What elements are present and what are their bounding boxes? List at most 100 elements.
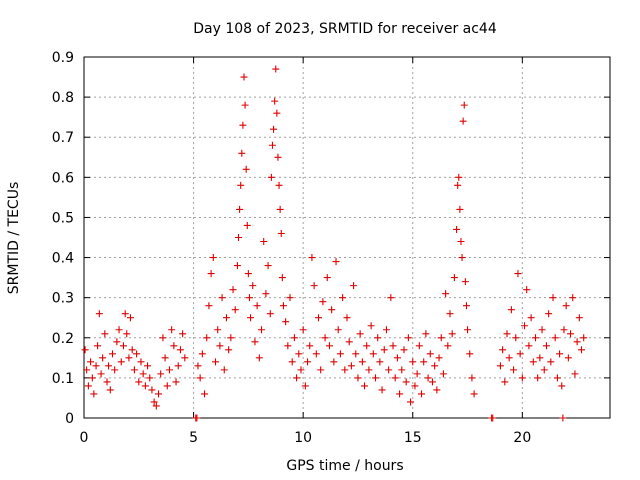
data-point <box>462 302 470 310</box>
data-point <box>358 358 366 366</box>
data-point <box>538 326 546 334</box>
data-point <box>466 350 474 358</box>
data-point <box>332 258 340 266</box>
x-tick-label: 20 <box>513 430 531 446</box>
data-point <box>99 354 107 362</box>
data-point <box>212 358 219 366</box>
data-point <box>354 374 362 382</box>
data-point <box>270 125 278 133</box>
data-point <box>321 334 329 342</box>
x-tick-label: 5 <box>189 430 198 446</box>
data-point <box>343 314 351 322</box>
data-point <box>391 374 399 382</box>
data-point <box>262 290 270 298</box>
data-point <box>367 322 375 330</box>
data-point <box>529 358 537 366</box>
data-point <box>312 350 320 358</box>
data-point <box>569 294 577 302</box>
data-point <box>426 350 434 358</box>
data-point <box>108 350 116 358</box>
data-point <box>407 398 415 406</box>
data-point <box>205 302 213 310</box>
data-point <box>505 354 513 362</box>
data-point <box>453 225 461 233</box>
data-point <box>553 374 561 382</box>
data-point <box>525 342 533 350</box>
data-point <box>264 262 272 270</box>
data-point <box>446 310 454 318</box>
data-point <box>198 350 206 358</box>
data-point <box>556 350 564 358</box>
data-point <box>400 346 408 354</box>
data-point <box>267 173 275 181</box>
data-point <box>83 366 91 374</box>
data-point <box>459 117 467 125</box>
data-point <box>499 346 507 354</box>
data-point <box>521 322 529 330</box>
data-point <box>284 342 292 350</box>
data-point <box>315 314 323 322</box>
data-point <box>564 354 572 362</box>
data-point <box>448 330 456 338</box>
data-point <box>411 382 419 390</box>
data-point <box>536 354 544 362</box>
data-point <box>216 342 224 350</box>
grid-lines <box>84 57 610 418</box>
data-point <box>363 342 371 350</box>
data-point <box>174 362 182 370</box>
data-point <box>334 326 342 334</box>
data-point <box>470 390 478 398</box>
data-point <box>176 346 184 354</box>
data-point <box>196 374 204 382</box>
data-point <box>90 390 98 398</box>
data-point <box>558 382 566 390</box>
data-point <box>119 342 127 350</box>
data-point <box>341 366 349 374</box>
data-point <box>144 362 152 370</box>
data-point <box>220 366 228 374</box>
data-point <box>380 346 388 354</box>
data-point <box>580 334 588 342</box>
data-point <box>130 366 138 374</box>
data-point <box>551 334 559 342</box>
data-point <box>113 338 121 346</box>
data-point <box>336 350 344 358</box>
y-tick-label: 0 <box>65 411 74 427</box>
data-point <box>193 414 201 422</box>
data-point <box>258 326 266 334</box>
data-point <box>562 302 570 310</box>
data-point <box>308 254 316 262</box>
data-point <box>293 374 301 382</box>
data-point <box>450 274 458 282</box>
data-point <box>236 205 244 213</box>
data-point <box>148 386 156 394</box>
data-point <box>540 366 548 374</box>
data-point <box>455 173 463 181</box>
data-point <box>328 306 336 314</box>
data-point <box>409 358 417 366</box>
data-point <box>578 346 586 354</box>
data-point <box>242 165 250 173</box>
data-point <box>545 310 553 318</box>
data-point <box>512 334 520 342</box>
data-point <box>88 374 96 382</box>
data-point <box>111 366 119 374</box>
data-point <box>106 386 114 394</box>
data-point <box>468 374 476 382</box>
data-point <box>567 330 575 338</box>
data-point <box>325 342 333 350</box>
data-point <box>222 314 230 322</box>
data-point <box>271 97 279 105</box>
data-point <box>356 330 364 338</box>
data-point <box>575 314 583 322</box>
data-point <box>126 314 134 322</box>
data-point <box>225 346 233 354</box>
data-point <box>382 326 390 334</box>
data-point <box>514 270 522 278</box>
data-point <box>319 298 327 306</box>
data-point <box>376 358 384 366</box>
data-point <box>507 306 515 314</box>
data-point <box>464 326 472 334</box>
data-point <box>456 205 464 213</box>
y-tick-label: 0.8 <box>52 90 74 106</box>
